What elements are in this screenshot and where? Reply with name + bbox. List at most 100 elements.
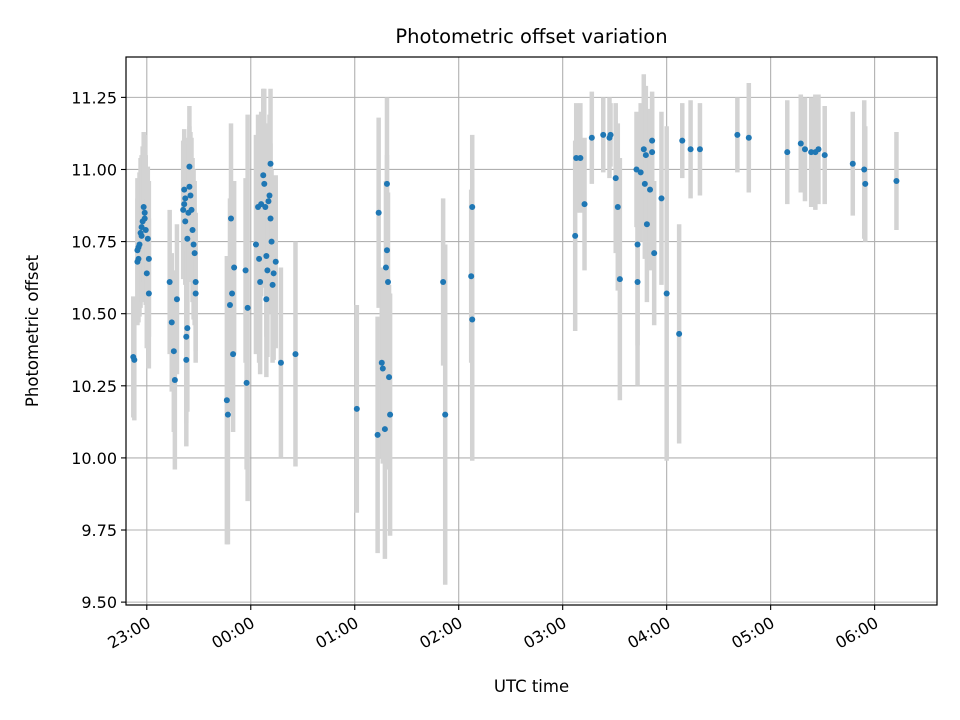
data-point — [861, 166, 868, 173]
data-point — [186, 163, 193, 170]
data-point — [266, 192, 273, 199]
data-point — [581, 201, 588, 208]
data-point — [144, 235, 151, 242]
data-point — [256, 255, 263, 262]
data-point — [614, 203, 621, 210]
grid — [126, 57, 937, 605]
data-point — [145, 255, 152, 262]
data-points — [130, 131, 900, 438]
data-point — [815, 146, 822, 153]
data-point — [893, 178, 900, 185]
data-point — [187, 192, 194, 199]
data-point — [385, 278, 392, 285]
data-point — [191, 250, 198, 257]
data-point — [181, 201, 188, 208]
data-point — [170, 348, 177, 355]
y-tick-label: 10.25 — [71, 377, 117, 396]
data-point — [243, 379, 250, 386]
data-point — [252, 241, 259, 248]
data-point — [641, 180, 648, 187]
data-point — [469, 203, 476, 210]
data-point — [612, 175, 619, 182]
data-point — [223, 397, 230, 404]
data-point — [270, 270, 277, 277]
data-point — [383, 247, 390, 254]
data-point — [353, 405, 360, 412]
data-point — [180, 206, 187, 213]
data-point — [182, 218, 189, 225]
data-point — [469, 316, 476, 323]
data-point — [468, 273, 475, 280]
data-point — [616, 276, 623, 283]
y-axis-title: Photometric offset — [23, 254, 42, 407]
data-point — [378, 359, 385, 366]
data-point — [184, 235, 191, 242]
data-point — [226, 302, 233, 309]
data-point — [138, 232, 145, 239]
data-point — [663, 290, 670, 297]
y-tick-label: 11.00 — [71, 160, 117, 179]
data-point — [188, 206, 195, 213]
y-tick-label: 9.75 — [81, 521, 117, 540]
data-point — [651, 250, 658, 257]
data-point — [224, 411, 231, 418]
data-point — [260, 172, 267, 179]
data-point — [263, 296, 270, 303]
data-point — [135, 255, 142, 262]
data-point — [696, 146, 703, 153]
data-point — [186, 183, 193, 190]
y-tick-label: 9.50 — [81, 593, 117, 612]
data-point — [189, 227, 196, 234]
data-point — [228, 215, 235, 222]
data-point — [572, 232, 579, 239]
data-point — [183, 356, 190, 363]
data-point — [183, 333, 190, 340]
data-point — [142, 227, 149, 234]
data-point — [263, 253, 270, 260]
data-point — [658, 195, 665, 202]
y-tick-label: 10.00 — [71, 449, 117, 468]
data-point — [386, 374, 393, 381]
data-point — [642, 152, 649, 159]
data-point — [821, 152, 828, 159]
data-point — [171, 377, 178, 384]
data-point — [379, 365, 386, 372]
data-point — [808, 149, 815, 156]
data-point — [141, 209, 148, 216]
data-point — [383, 180, 390, 187]
data-point — [262, 203, 269, 210]
data-point — [192, 290, 199, 297]
data-point — [277, 359, 284, 366]
data-point — [269, 281, 276, 288]
data-point — [381, 426, 388, 433]
data-point — [382, 264, 389, 271]
data-point — [734, 131, 741, 138]
data-point — [640, 146, 647, 153]
data-point — [649, 149, 656, 156]
data-point — [374, 431, 381, 438]
data-point — [242, 267, 249, 274]
data-point — [192, 278, 199, 285]
data-point — [634, 241, 641, 248]
chart-title: Photometric offset variation — [395, 25, 667, 48]
y-tick-label: 10.75 — [71, 233, 117, 252]
data-point — [440, 278, 447, 285]
y-tick-label: 10.50 — [71, 305, 117, 324]
data-point — [649, 137, 656, 144]
data-point — [267, 160, 274, 167]
data-point — [184, 325, 191, 332]
data-point — [442, 411, 449, 418]
y-axis: 9.50 9.75 10.00 10.25 10.50 10.75 11.00 11.25 — [71, 88, 126, 612]
data-point — [230, 351, 237, 358]
data-point — [229, 290, 236, 297]
data-point — [849, 160, 856, 167]
data-point — [131, 356, 138, 363]
x-axis-title: UTC time — [494, 677, 569, 696]
data-point — [637, 169, 644, 176]
data-point — [257, 278, 264, 285]
data-point — [784, 149, 791, 156]
data-point — [261, 180, 268, 187]
data-point — [573, 154, 580, 161]
data-point — [643, 221, 650, 228]
